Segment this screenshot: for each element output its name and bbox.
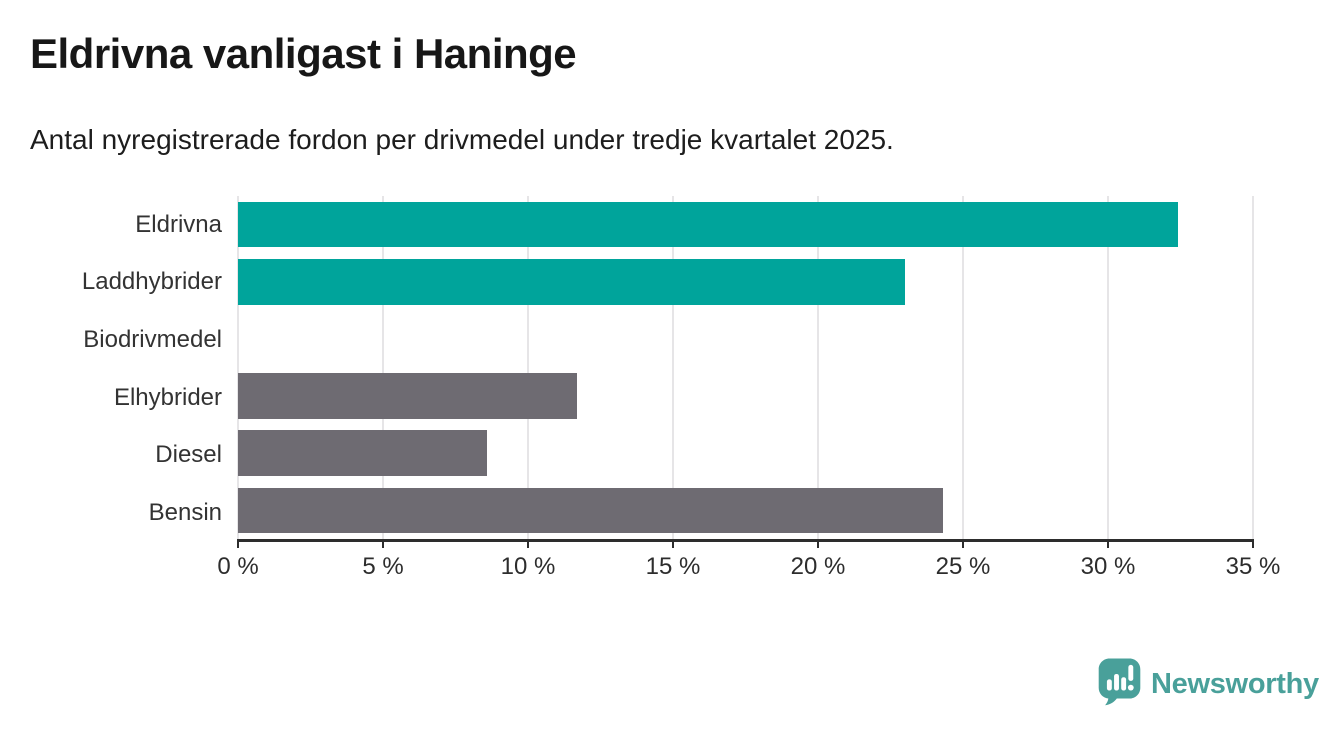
x-axis-tick-0 — [237, 539, 239, 548]
gridline-20-percent — [817, 196, 819, 539]
gridline-35-percent — [1252, 196, 1254, 539]
x-axis-tick-label-5: 5 % — [362, 553, 404, 580]
x-axis-tick-label-30: 30 % — [1080, 553, 1136, 580]
x-axis-tick-label-35: 35 % — [1225, 553, 1281, 580]
gridline-25-percent — [962, 196, 964, 539]
x-axis-tick-15 — [672, 539, 674, 548]
gridline-15-percent — [672, 196, 674, 539]
category-label-biodrivmedel: Biodrivmedel — [83, 326, 222, 354]
category-labels-column: Eldrivna Laddhybrider Biodrivmedel Elhybrid… — [0, 196, 222, 542]
gridline-30-percent — [1107, 196, 1109, 539]
category-label-bensin: Bensin — [148, 499, 222, 527]
newsworthy-logo-icon — [1098, 658, 1141, 711]
bar-bensin — [238, 487, 943, 534]
x-axis-tick-label-20: 20 % — [790, 553, 846, 580]
x-axis-tick-label-0: 0 % — [217, 553, 259, 580]
bar-laddhybrider — [238, 258, 905, 305]
x-axis-tick-10 — [527, 539, 529, 548]
x-axis-tick-label-15: 15 % — [645, 553, 701, 580]
gridline-0-percent — [237, 196, 239, 539]
chart-title: Eldrivna vanligast i Haninge — [30, 30, 577, 77]
gridline-5-percent — [382, 196, 384, 539]
bar-elhybrider — [238, 373, 578, 419]
x-axis-tick-30 — [1107, 539, 1109, 548]
bar-diesel — [238, 430, 488, 477]
plot-area: 0 % 5 % 10 % 15 % 20 % 25 % 30 % 35 % — [217, 196, 1280, 580]
bar-eldrivna — [238, 201, 1178, 248]
x-axis-tick-25 — [962, 539, 964, 548]
x-axis-tick-label-25: 25 % — [935, 553, 991, 580]
gridline-10-percent — [527, 196, 529, 539]
category-label-elhybrider: Elhybrider — [113, 383, 222, 411]
category-label-eldrivna: Eldrivna — [135, 210, 222, 238]
category-label-diesel: Diesel — [155, 441, 222, 469]
x-axis-tick-20 — [817, 539, 819, 548]
x-axis-tick-35 — [1252, 539, 1254, 548]
x-axis-tick-5 — [382, 539, 384, 548]
x-axis-tick-label-10: 10 % — [500, 553, 556, 580]
chart-subtitle: Antal nyregistrerade fordon per drivmede… — [30, 124, 894, 155]
category-label-laddhybrider: Laddhybrider — [81, 268, 222, 296]
brand-footer: Newsworthy — [1098, 658, 1319, 711]
brand-name: Newsworthy — [1151, 668, 1319, 700]
